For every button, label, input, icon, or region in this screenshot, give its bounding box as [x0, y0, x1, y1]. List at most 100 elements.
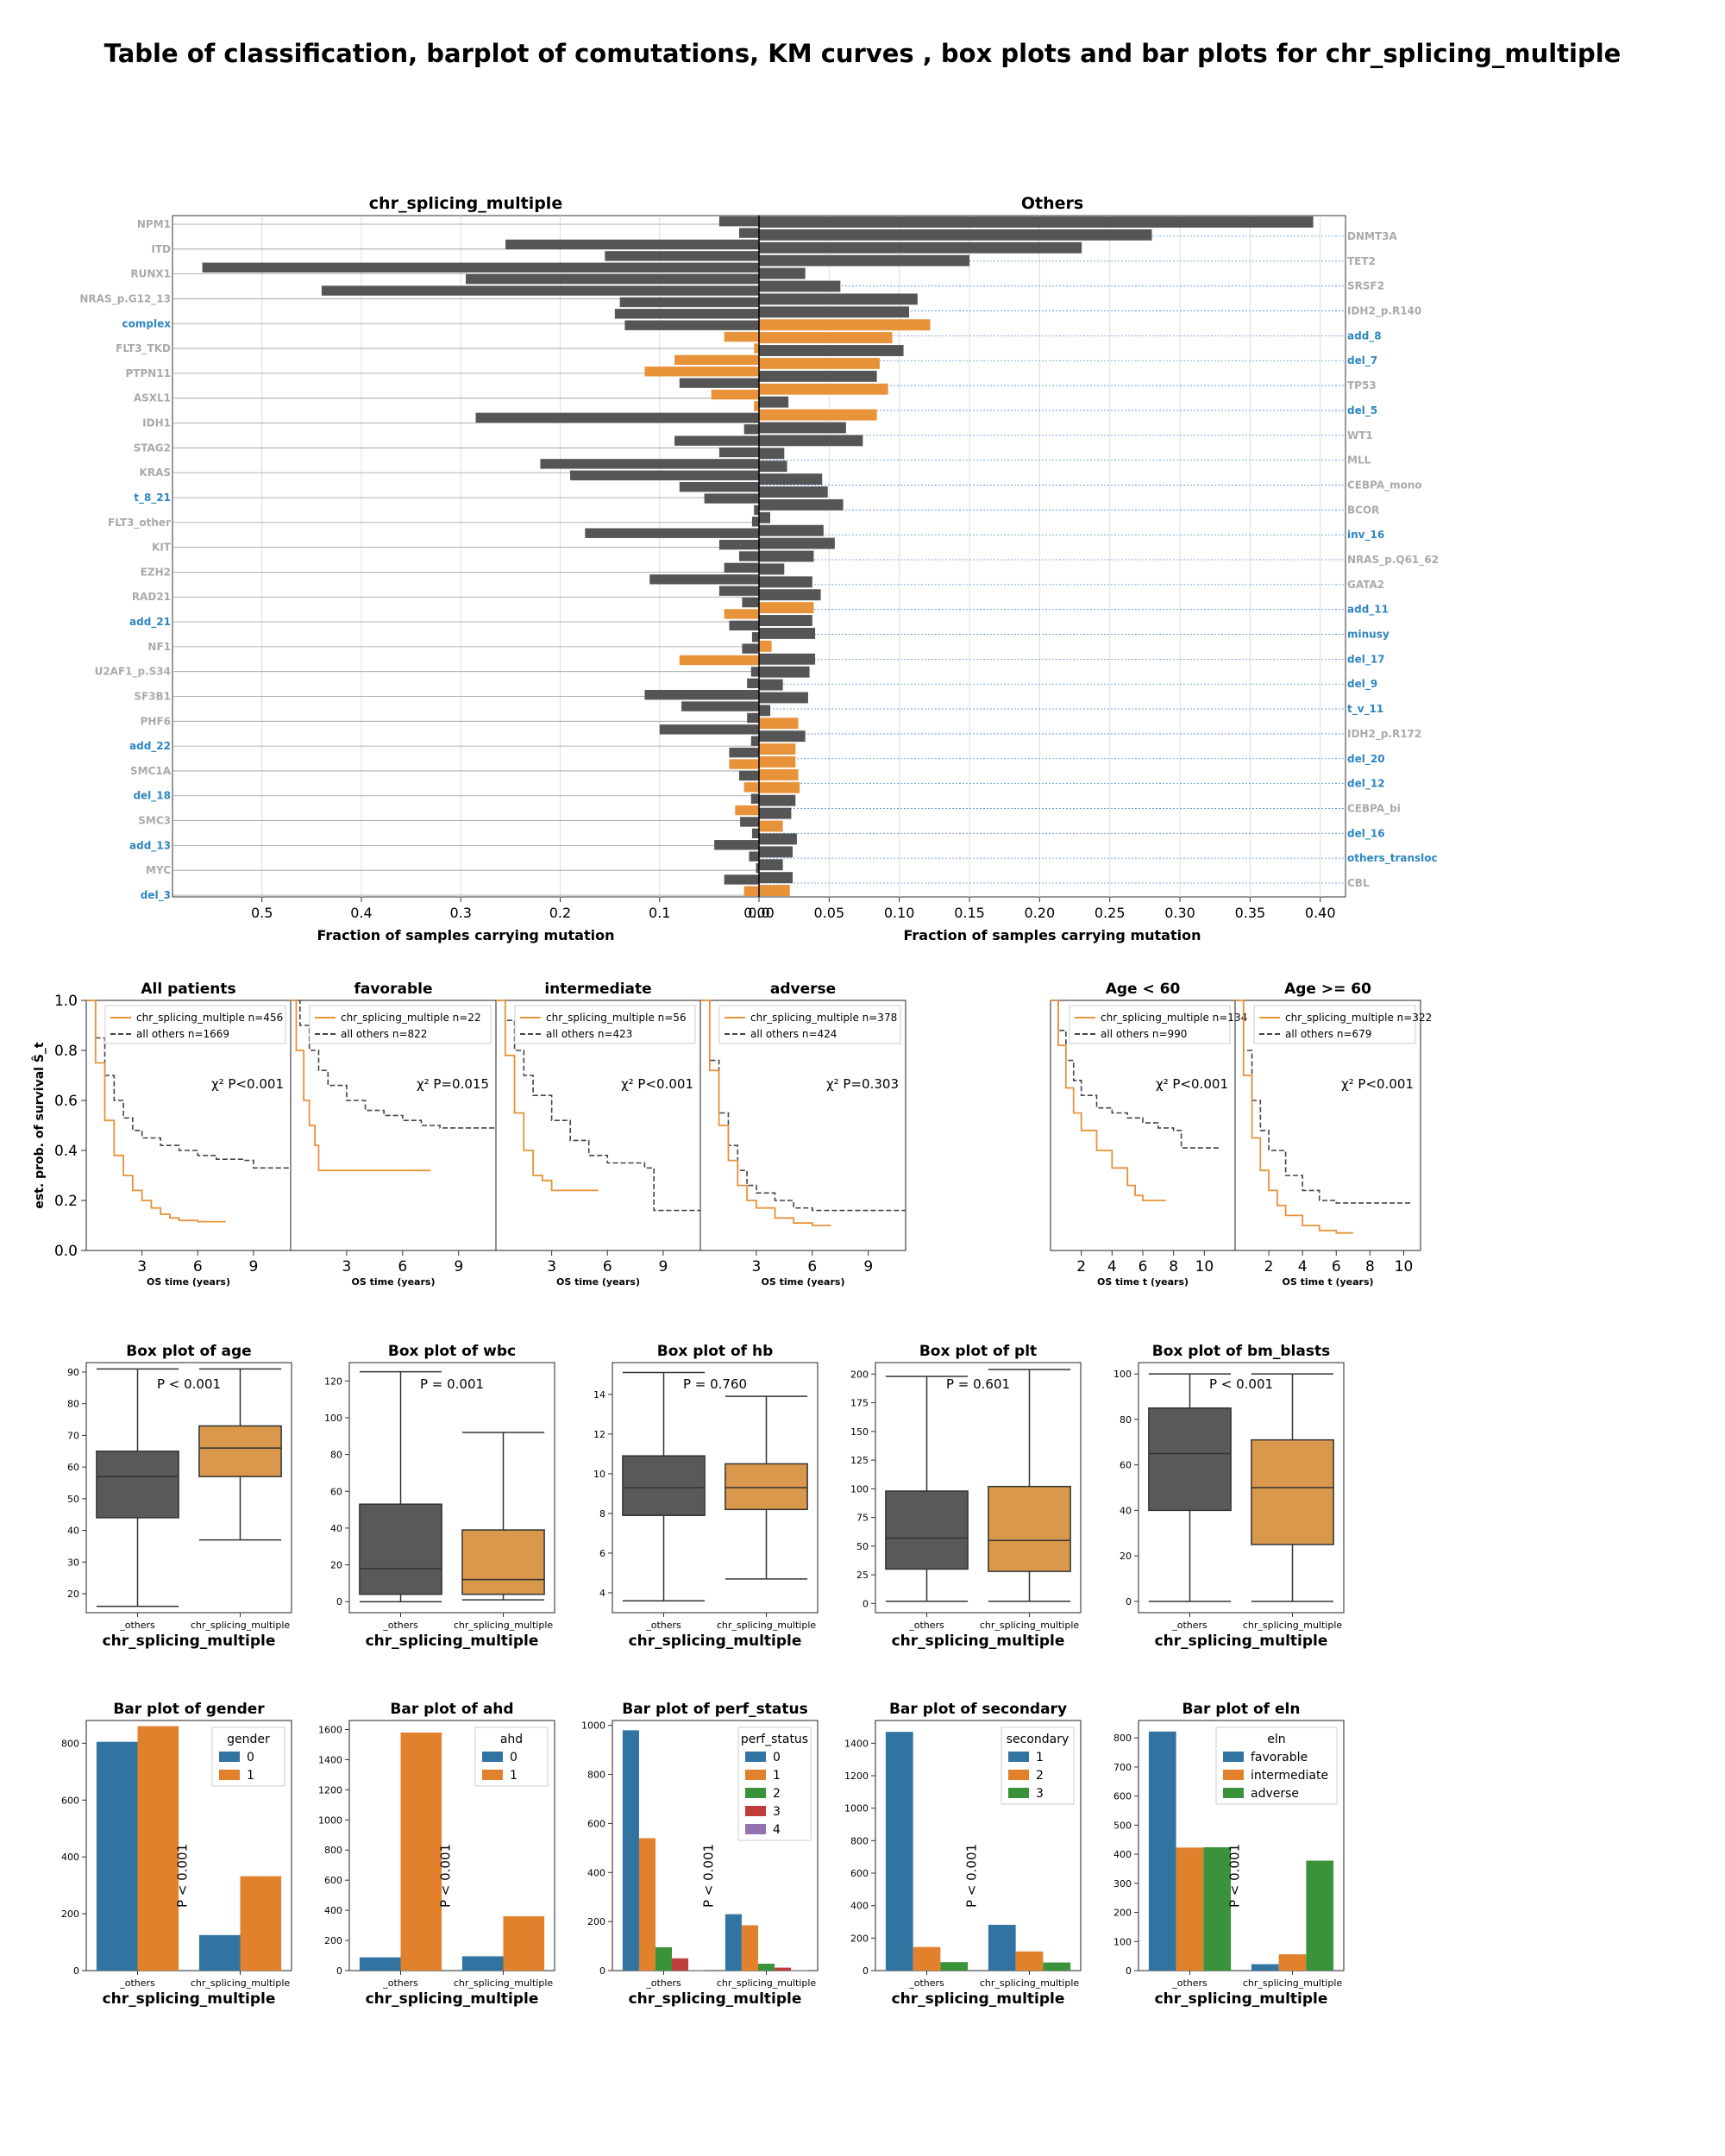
km-xtick-label: 10: [1395, 1258, 1414, 1275]
bar-legend-box: [737, 1727, 812, 1841]
left-row-label: KIT: [152, 542, 172, 554]
bar-ytick-label: 0: [1126, 1965, 1132, 1977]
left-row-label: EZH2: [141, 566, 171, 578]
km-curve-group: [700, 1000, 831, 1226]
bar-legend-label: 1: [510, 1769, 518, 1783]
bar-xlabel: chr_splicing_multiple: [629, 1990, 802, 2008]
bar-xtick-label: chr_splicing_multiple: [454, 1977, 554, 1989]
left-bar: [202, 262, 759, 273]
left-bar: [505, 239, 759, 250]
bar-legend-swatch: [745, 1770, 766, 1780]
bar-ytick-label: 800: [1113, 1733, 1132, 1744]
bar-panel-title: Bar plot of perf_status: [622, 1701, 808, 1718]
km-curve-group: [1235, 1000, 1353, 1234]
right-bar: [759, 666, 810, 678]
right-bar: [759, 448, 785, 460]
left-row-label: STAG2: [134, 442, 171, 454]
km-curve-others: [86, 1000, 291, 1169]
box-ytick-label: 80: [330, 1450, 342, 1461]
right-tick-label: 0.15: [954, 905, 985, 921]
left-tick-label: 0.5: [251, 905, 273, 921]
right-bar: [759, 396, 789, 408]
bar-legend-swatch: [1008, 1770, 1029, 1780]
right-bar: [759, 627, 816, 639]
bar: [400, 1732, 442, 1971]
bar: [1015, 1951, 1044, 1971]
right-bar: [759, 859, 783, 871]
bar-ytick-label: 600: [587, 1818, 605, 1829]
left-row-label: ITD: [151, 243, 171, 255]
left-bar: [466, 273, 759, 285]
right-row-label: DNMT3A: [1347, 230, 1397, 242]
km-legend-label: all others n=424: [750, 1028, 837, 1040]
left-tick-label: 0.4: [350, 905, 372, 921]
right-tick-label: 0.20: [1025, 905, 1056, 921]
bar-legend-label: 0: [510, 1751, 518, 1764]
left-bar: [724, 331, 759, 342]
right-bar: [759, 692, 808, 704]
right-bar: [759, 254, 970, 266]
left-bar: [743, 886, 759, 896]
bar-legend-swatch: [1223, 1788, 1244, 1798]
bar-ytick-label: 300: [1113, 1878, 1132, 1890]
bar-xtick-label: _others: [908, 1977, 944, 1989]
box-ytick-label: 80: [1120, 1414, 1132, 1426]
km-panel: Age >= 60 chr_splicing_multiple n=322 all …: [1234, 981, 1432, 1288]
box-xlabel: chr_splicing_multiple: [1155, 1633, 1328, 1650]
bar: [885, 1732, 913, 1971]
km-xtick-label: 6: [1138, 1258, 1148, 1275]
bar-legend-label: 1: [773, 1769, 781, 1783]
box-panel-title: Box plot of bm_blasts: [1152, 1343, 1330, 1360]
bar: [741, 1925, 758, 1971]
box-ytick-label: 0: [1126, 1596, 1132, 1608]
left-row-label: U2AF1_p.S34: [95, 666, 171, 679]
box-ytick-label: 90: [67, 1367, 79, 1378]
left-row-label: IDH1: [142, 417, 171, 429]
bar-legend-label: 4: [773, 1823, 781, 1837]
right-bar: [759, 730, 806, 743]
box-xlabel: chr_splicing_multiple: [629, 1633, 802, 1650]
box-ytick-label: 6: [599, 1548, 605, 1559]
left-bar: [724, 562, 759, 573]
bar-ytick-label: 200: [587, 1916, 605, 1927]
right-row-label: TP53: [1347, 379, 1377, 392]
right-bar: [759, 781, 800, 793]
bar-panel-frame: [348, 1720, 555, 1971]
box-xtick-label: _others: [382, 1620, 418, 1631]
bar-ytick-label: 700: [1113, 1762, 1132, 1773]
right-bar: [759, 794, 796, 806]
bar-ytick-label: 500: [1113, 1820, 1132, 1831]
left-bar: [754, 505, 759, 516]
km-legend-label: chr_splicing_multiple n=56: [546, 1012, 687, 1024]
km-xtick-label: 3: [342, 1258, 351, 1275]
box-ytick-label: 120: [324, 1376, 342, 1387]
km-curves: est. prob. of survival Ŝ_t 0.0 0.2 0.4 0.6 0.…: [31, 981, 1432, 1288]
box-iqr: [724, 1463, 808, 1511]
km-panel: intermediate chr_splicing_multiple n=56 al…: [495, 981, 701, 1288]
right-bar: [759, 293, 918, 305]
left-bar: [729, 620, 759, 631]
left-row-label: NRAS_p.G12_13: [79, 292, 171, 305]
bar-ytick-label: 600: [61, 1795, 79, 1806]
box-ytick-label: 100: [1113, 1369, 1132, 1380]
right-tick-label: 0.35: [1235, 905, 1266, 921]
left-bar: [624, 320, 759, 330]
box-iqr: [359, 1503, 442, 1595]
bar-ytick-label: 600: [850, 1868, 869, 1879]
bar: [638, 1838, 656, 1971]
bar-legend-label: 0: [247, 1751, 254, 1764]
right-row-label: CBL: [1347, 877, 1370, 889]
bar-xlabel: chr_splicing_multiple: [366, 1990, 539, 2008]
km-xtick-label: 3: [137, 1258, 147, 1275]
right-bar: [759, 511, 771, 523]
km-xtick-label: 2: [1264, 1258, 1274, 1275]
left-row-label: del_18: [133, 790, 171, 803]
right-row-label: del_20: [1347, 753, 1385, 766]
bar-xtick-label: chr_splicing_multiple: [980, 1977, 1080, 1989]
box-ytick-label: 175: [850, 1398, 869, 1409]
box-ytick-label: 60: [1120, 1460, 1132, 1471]
km-legend-box: [514, 1005, 696, 1044]
km-panel-frame: [699, 1000, 906, 1251]
bar-ytick-label: 1000: [318, 1814, 342, 1826]
bar: [1306, 1860, 1334, 1971]
